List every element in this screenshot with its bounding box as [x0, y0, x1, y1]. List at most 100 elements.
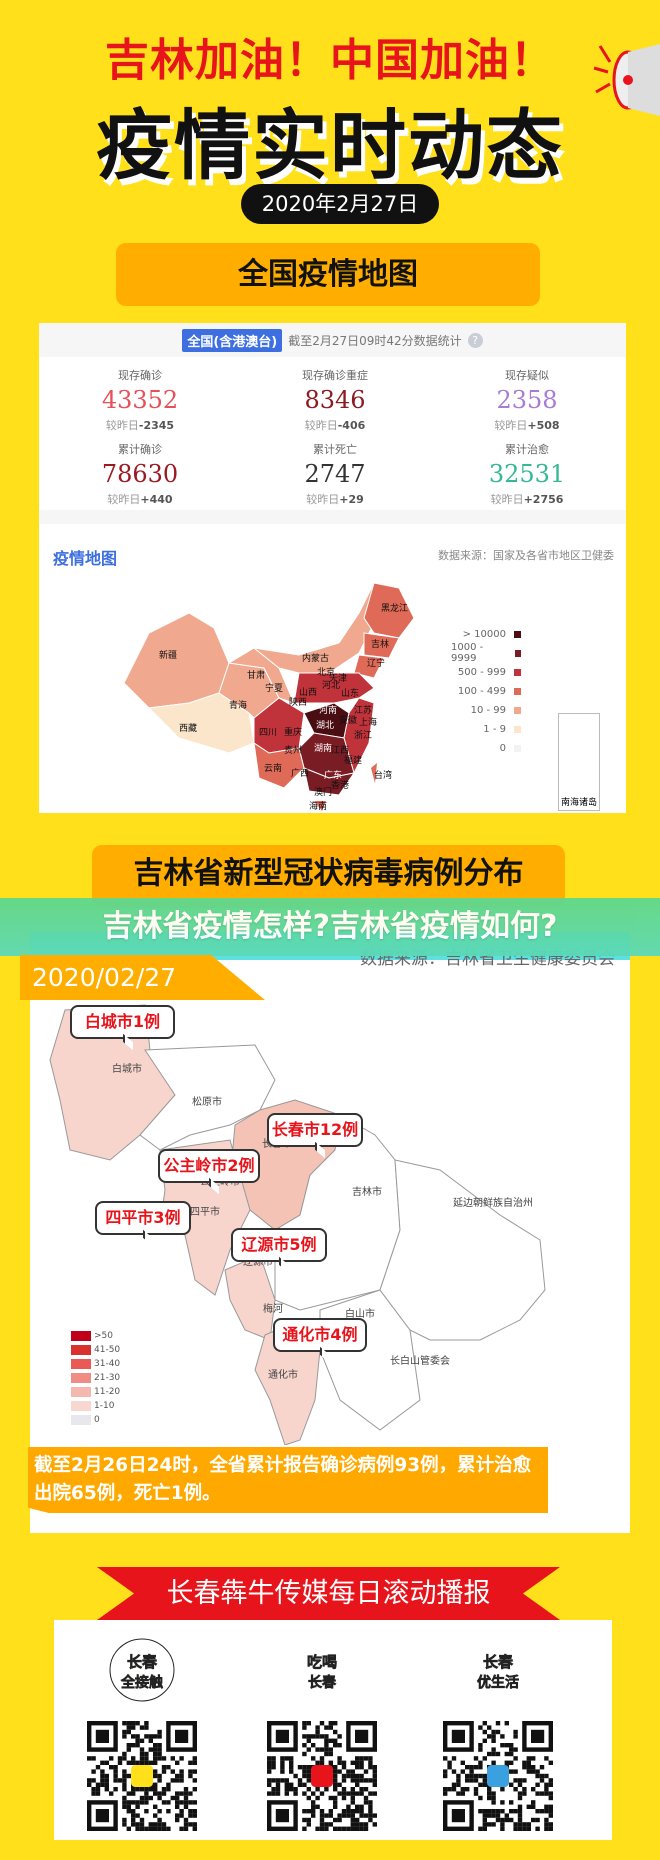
province-label: 新疆	[159, 649, 177, 661]
province-label: 吉林	[371, 638, 389, 650]
delta-value: +508	[527, 419, 560, 432]
stat-item: 累计确诊 78630 较昨日+440	[50, 441, 230, 507]
legend-item: 10 - 99	[451, 703, 521, 717]
legend-label: 31-40	[94, 1359, 121, 1369]
qr-code-icon[interactable]	[443, 1721, 553, 1831]
jilin-map	[49, 1004, 546, 1445]
stat-label: 现存确诊重症	[302, 369, 368, 382]
stat-delta: 较昨日-2345	[50, 417, 230, 433]
date-pill: 2020年2月27日	[241, 184, 439, 224]
legend-swatch	[514, 649, 521, 657]
stat-value: 2358	[496, 386, 558, 414]
map-source: 数据来源：国家及各省市地区卫健委	[438, 549, 614, 562]
legend-label: 500 - 999	[457, 666, 506, 678]
province-label: 湖北	[316, 720, 334, 731]
region-north	[293, 672, 375, 704]
help-icon[interactable]: ?	[467, 332, 483, 348]
province-label: 陕西	[289, 696, 307, 708]
province-label: 辽宁	[367, 657, 385, 669]
region-label: 白城市	[112, 1064, 142, 1075]
stat-delta: 较昨日+2756	[437, 491, 617, 507]
legend-label: 41-50	[94, 1345, 121, 1355]
legend-swatch	[71, 1401, 91, 1411]
legend-swatch	[71, 1331, 91, 1341]
legend-swatch	[71, 1387, 91, 1397]
legend-label: 100 - 499	[457, 685, 506, 697]
province-label: 甘肃	[247, 669, 265, 681]
delta-label: 较昨日	[494, 419, 528, 432]
map-title: 疫情地图	[53, 549, 118, 568]
province-label: 河南	[319, 704, 337, 716]
inset-label: 南海诸岛	[560, 798, 597, 808]
province-label: 江苏	[354, 704, 372, 716]
delta-value: +440	[140, 493, 173, 506]
region-yanbian	[379, 1159, 546, 1341]
delta-label: 较昨日	[304, 419, 338, 432]
region-label: 白山市	[345, 1309, 375, 1320]
region-label: 延边朝鲜族自治州	[453, 1198, 533, 1209]
province-label: 台湾	[374, 769, 392, 781]
legend-swatch	[514, 668, 521, 676]
case-callout: 四平市3例	[95, 1201, 191, 1235]
megaphone-icon	[593, 44, 660, 116]
stat-delta: 较昨日+508	[437, 417, 617, 433]
region-label: 长白山管委会	[390, 1356, 450, 1367]
svg-text:全接触: 全接触	[120, 1674, 163, 1691]
media-logo[interactable]: 长春 优生活	[463, 1637, 533, 1703]
delta-value: +29	[339, 493, 364, 506]
stat-value: 78630	[101, 460, 179, 488]
province-label: 内蒙古	[302, 652, 329, 664]
legend-swatch	[71, 1373, 91, 1383]
stat-value: 32531	[488, 460, 566, 488]
legend-swatch	[514, 725, 521, 733]
qr-code-icon[interactable]	[87, 1721, 198, 1831]
legend-label: 1 - 9	[483, 723, 506, 735]
case-callout: 公主岭市2例	[158, 1149, 260, 1183]
divider	[39, 510, 626, 524]
case-callout: 通化市4例	[273, 1318, 367, 1352]
svg-text:优生活: 优生活	[477, 1674, 519, 1691]
legend-item: 21-30	[71, 1372, 120, 1384]
province-label: 天津	[329, 673, 347, 684]
legend-label: 11-20	[94, 1387, 121, 1397]
media-logo[interactable]: 吃喝 长春	[287, 1637, 357, 1703]
legend-item: 31-40	[71, 1358, 120, 1370]
region-badge[interactable]: 全国(含港澳台)	[182, 328, 283, 352]
stat-delta: 较昨日-406	[245, 417, 425, 433]
south-china-sea-inset: 南海诸岛	[558, 713, 600, 811]
province-label: 广西	[291, 767, 309, 779]
qr-code-icon[interactable]	[267, 1721, 377, 1831]
legend-item: 0	[451, 741, 521, 755]
province-label: 江西	[331, 745, 349, 756]
stat-item: 累计治愈 32531 较昨日+2756	[437, 441, 617, 507]
legend-item: 1-10	[71, 1400, 114, 1412]
province-label: 山东	[341, 687, 359, 699]
summary-note: 截至2月26日24时，全省累计报告确诊病例93例，累计治愈出院65例，死亡1例。	[28, 1447, 548, 1513]
stat-item: 现存疑似 2358 较昨日+508	[437, 367, 617, 433]
media-logo[interactable]: 长春 全接触	[107, 1637, 177, 1703]
svg-text:长春: 长春	[308, 1674, 337, 1691]
delta-value: +2756	[523, 493, 564, 506]
province-label: 黑龙江	[381, 602, 408, 614]
legend-label: 21-30	[94, 1373, 121, 1383]
stat-label: 累计死亡	[313, 443, 357, 456]
province-label: 湖南	[314, 742, 332, 754]
jilin-banner: 吉林省新型冠状病毒病例分布	[92, 845, 565, 908]
legend-swatch	[71, 1415, 91, 1425]
legend-swatch	[514, 744, 521, 752]
legend-item: > 10000	[451, 627, 521, 641]
region-label: 通化市	[268, 1370, 298, 1381]
region-label: 松原市	[192, 1097, 222, 1108]
delta-value: -406	[337, 419, 366, 432]
case-callout: 长春市12例	[267, 1113, 363, 1147]
legend-item: 11-20	[71, 1386, 120, 1398]
delta-label: 较昨日	[306, 493, 340, 506]
region-label: 四平市	[190, 1207, 220, 1218]
province-taiwan	[371, 763, 377, 783]
legend-label: 0	[499, 742, 506, 754]
legend-item: 500 - 999	[451, 665, 521, 679]
case-callout: 辽源市5例	[231, 1228, 327, 1262]
province-label: 澳门	[314, 786, 332, 798]
province-label: 贵州	[284, 744, 302, 756]
